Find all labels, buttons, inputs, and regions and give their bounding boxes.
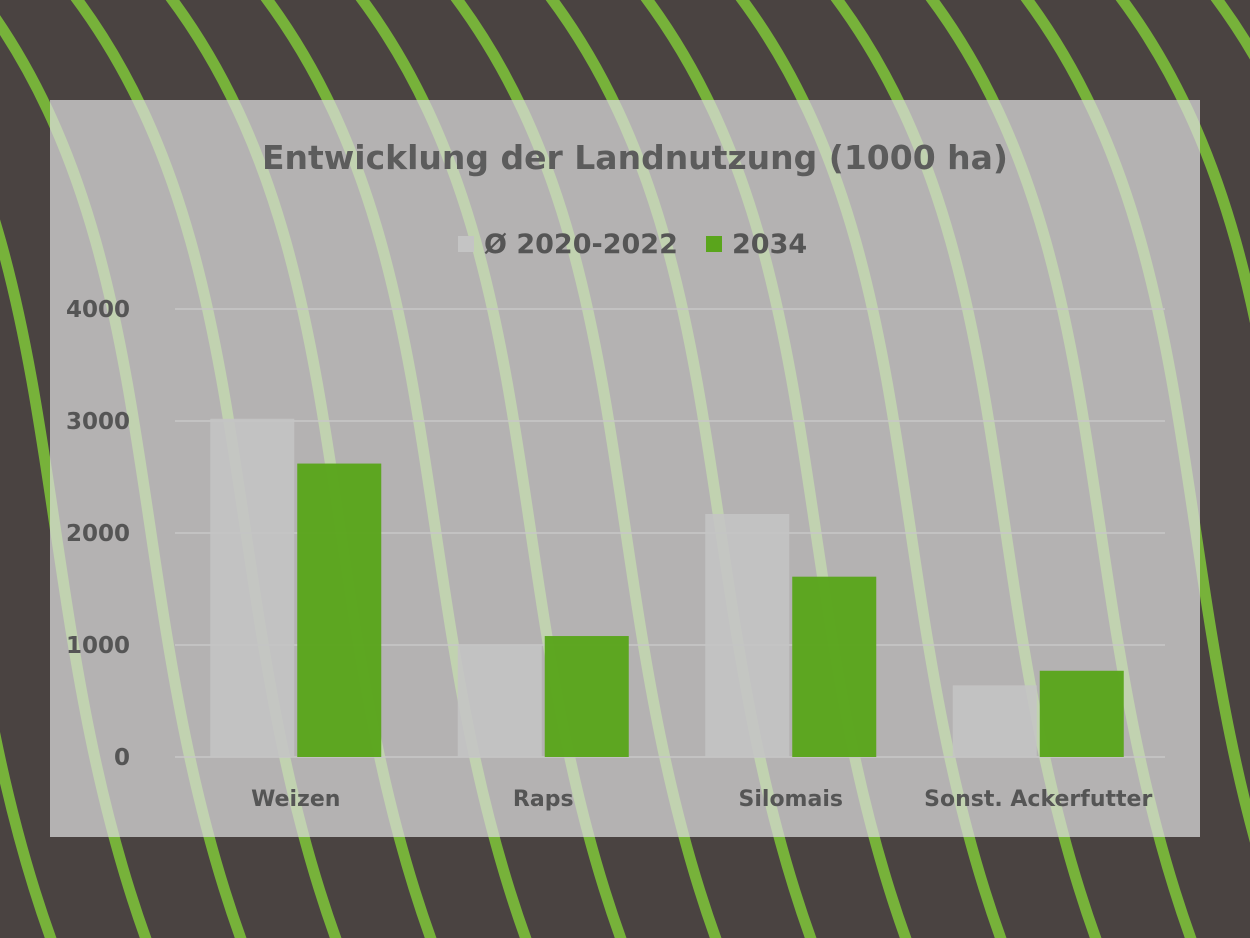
y-axis-ticks: 0 1000 2000 3000 4000 <box>66 297 130 771</box>
y-tick-label: 2000 <box>66 521 130 547</box>
bar-0-1 <box>297 463 382 757</box>
x-category-label: Weizen <box>251 787 340 812</box>
bar-2-0 <box>705 513 790 757</box>
x-category-label: Raps <box>513 787 574 812</box>
bar-3-1 <box>1039 670 1124 757</box>
legend-swatch-2034 <box>706 236 722 252</box>
y-tick-label: 4000 <box>66 297 130 323</box>
chart-title: Entwicklung der Landnutzung (1000 ha) <box>262 138 1008 177</box>
y-tick-label: 0 <box>114 745 130 771</box>
bar-2-1 <box>792 576 877 757</box>
legend-swatch-avg <box>458 236 474 252</box>
bar-1-0 <box>457 645 542 757</box>
legend-label-2034: 2034 <box>732 229 807 260</box>
bar-1-1 <box>544 636 629 757</box>
y-tick-label: 1000 <box>66 633 130 659</box>
bars <box>210 418 1124 757</box>
legend: Ø 2020-2022 2034 <box>458 229 807 260</box>
x-category-label: Sonst. Ackerfutter <box>924 787 1152 812</box>
crop-row <box>0 731 57 938</box>
y-tick-label: 3000 <box>66 409 130 435</box>
bar-3-0 <box>952 685 1037 757</box>
legend-label-avg: Ø 2020-2022 <box>484 229 678 260</box>
x-axis-categories: Weizen Raps Silomais Sonst. Ackerfutter <box>251 787 1152 812</box>
bar-0-0 <box>210 418 295 757</box>
x-category-label: Silomais <box>739 787 843 812</box>
